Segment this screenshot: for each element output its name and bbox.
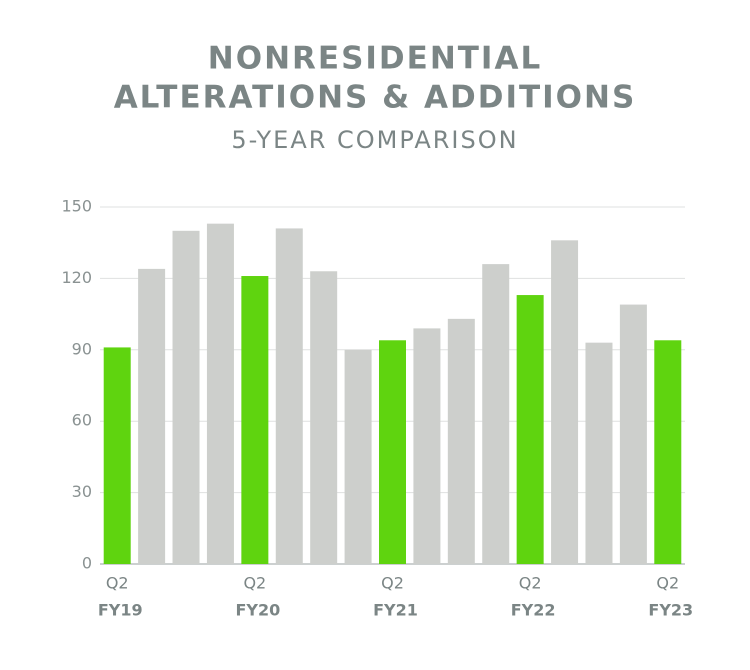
bar bbox=[206, 223, 234, 564]
x-group-label: FY19 bbox=[98, 601, 143, 620]
x-group-label: FY21 bbox=[373, 601, 418, 620]
bar bbox=[241, 276, 269, 564]
chart-subtitle: 5-YEAR COMPARISON bbox=[231, 126, 518, 154]
x-group-label: FY23 bbox=[648, 601, 693, 620]
x-tick-label: Q2 bbox=[243, 574, 266, 593]
bar bbox=[447, 318, 475, 564]
bar bbox=[413, 328, 441, 564]
x-tick-label: Q2 bbox=[381, 574, 404, 593]
x-group-label: FY20 bbox=[235, 601, 280, 620]
bar bbox=[344, 349, 372, 564]
chart-title: ALTERATIONS & ADDITIONS bbox=[114, 80, 637, 116]
bar bbox=[619, 304, 647, 564]
y-tick-label: 30 bbox=[72, 482, 92, 501]
y-tick-label: 0 bbox=[82, 554, 92, 573]
bar bbox=[138, 268, 166, 564]
bar bbox=[310, 271, 338, 564]
chart-title: NONRESIDENTIAL bbox=[208, 41, 542, 77]
y-tick-label: 60 bbox=[72, 411, 92, 430]
bar bbox=[172, 230, 200, 565]
bar bbox=[275, 228, 303, 565]
x-group-label: FY22 bbox=[511, 601, 556, 620]
bar bbox=[585, 342, 613, 564]
y-tick-label: 90 bbox=[72, 339, 92, 358]
bar bbox=[379, 340, 406, 564]
bar bbox=[103, 347, 131, 564]
y-tick-label: 150 bbox=[61, 197, 92, 216]
x-tick-label: Q2 bbox=[106, 574, 129, 593]
bar bbox=[482, 264, 510, 564]
bar bbox=[551, 240, 579, 564]
bar bbox=[654, 340, 682, 564]
x-tick-label: Q2 bbox=[519, 574, 542, 593]
y-tick-label: 120 bbox=[61, 268, 92, 287]
x-tick-label: Q2 bbox=[656, 574, 679, 593]
bar bbox=[516, 295, 544, 564]
